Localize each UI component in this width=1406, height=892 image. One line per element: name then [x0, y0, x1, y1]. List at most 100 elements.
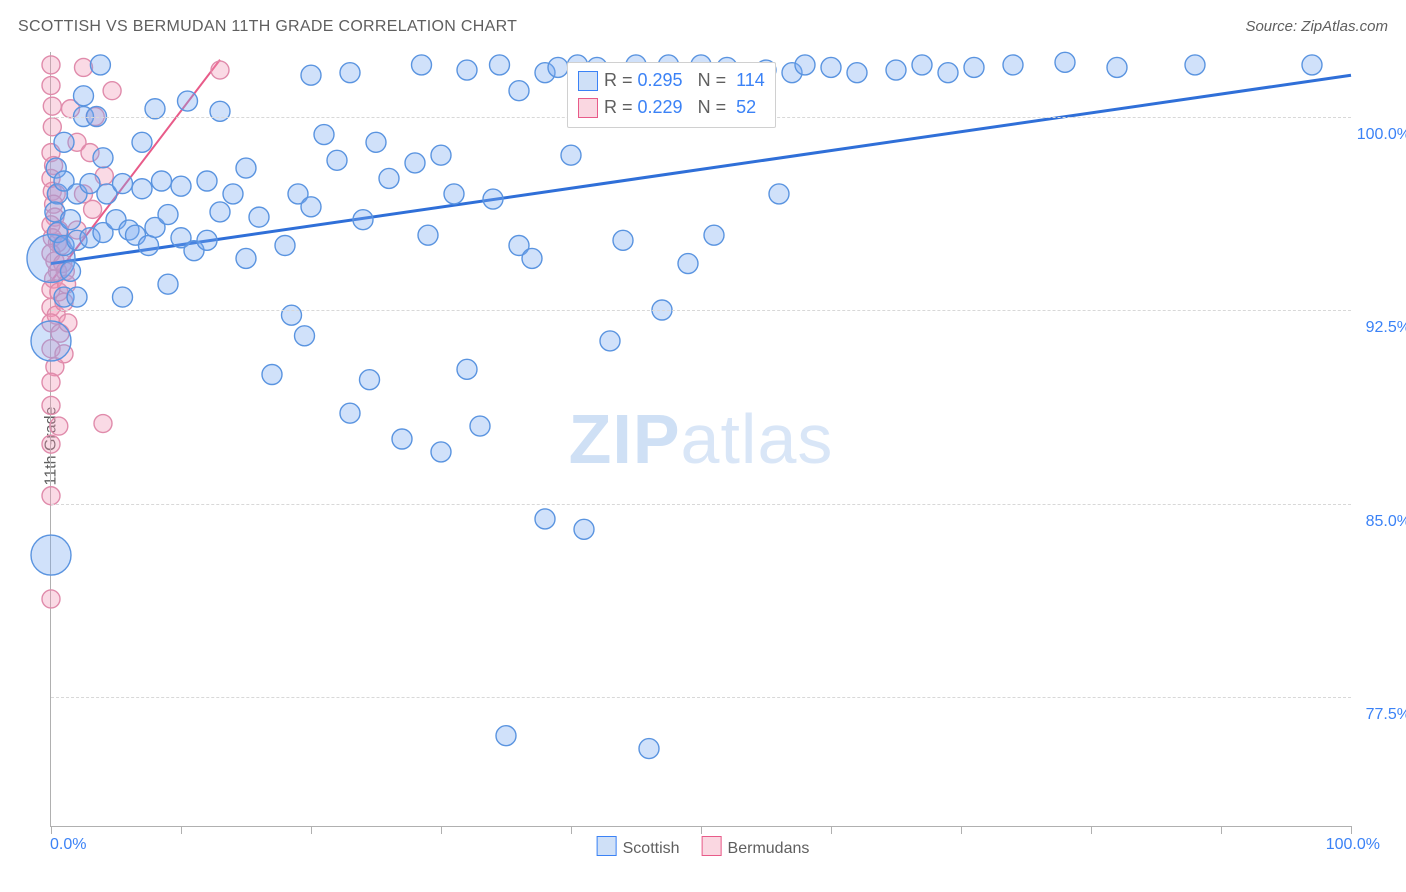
x-tick	[701, 826, 702, 834]
scottish-point	[574, 519, 594, 539]
scottish-point	[262, 365, 282, 385]
scottish-point	[132, 132, 152, 152]
scottish-point	[1185, 55, 1205, 75]
correlation-swatch	[578, 98, 598, 118]
bermudans-point	[50, 417, 68, 435]
scottish-point	[158, 274, 178, 294]
gridline	[51, 504, 1351, 505]
scottish-point	[67, 287, 87, 307]
bermudans-point	[42, 590, 60, 608]
bermudans-point	[42, 435, 60, 453]
chart-source: Source: ZipAtlas.com	[1245, 18, 1388, 35]
scottish-point	[275, 236, 295, 256]
scottish-point	[31, 321, 71, 361]
x-tick	[51, 826, 52, 834]
scottish-point	[54, 132, 74, 152]
bermudans-point	[84, 200, 102, 218]
scottish-point	[1003, 55, 1023, 75]
scottish-point	[353, 210, 373, 230]
scottish-point	[158, 205, 178, 225]
scottish-point	[178, 91, 198, 111]
scottish-point	[223, 184, 243, 204]
scottish-point	[431, 145, 451, 165]
x-tick	[571, 826, 572, 834]
scottish-point	[392, 429, 412, 449]
bermudans-point	[94, 415, 112, 433]
legend-label-scottish: Scottish	[623, 840, 680, 857]
scottish-point	[301, 65, 321, 85]
scottish-point	[470, 416, 490, 436]
scottish-point	[74, 86, 94, 106]
scottish-point	[704, 225, 724, 245]
scottish-point	[236, 158, 256, 178]
scottish-point	[197, 171, 217, 191]
correlation-row: R = 0.229 N = 52	[578, 94, 765, 121]
bermudans-point	[103, 82, 121, 100]
scottish-point	[418, 225, 438, 245]
scottish-point	[132, 179, 152, 199]
scottish-point	[412, 55, 432, 75]
bermudans-point	[211, 61, 229, 79]
legend-swatch-scottish	[597, 836, 617, 856]
legend-item-scottish: Scottish	[597, 836, 680, 858]
plot-area: ZIPatlas 77.5%85.0%92.5%100.0% R = 0.295…	[50, 52, 1351, 827]
scottish-point	[678, 254, 698, 274]
scottish-point	[197, 230, 217, 250]
y-tick-label: 100.0%	[1355, 126, 1406, 144]
scottish-point	[795, 55, 815, 75]
bermudans-point	[42, 56, 60, 74]
correlation-text: R = 0.295 N = 114	[604, 67, 765, 94]
scottish-point	[1107, 57, 1127, 77]
scottish-point	[522, 248, 542, 268]
scottish-point	[210, 202, 230, 222]
x-tick	[181, 826, 182, 834]
scottish-point	[314, 125, 334, 145]
scottish-point	[366, 132, 386, 152]
scottish-point	[821, 57, 841, 77]
scottish-point	[483, 189, 503, 209]
scottish-point	[171, 176, 191, 196]
x-axis-min-label: 0.0%	[50, 836, 86, 854]
x-tick	[961, 826, 962, 834]
scottish-point	[457, 359, 477, 379]
legend-swatch-bermudans	[702, 836, 722, 856]
x-tick	[441, 826, 442, 834]
scottish-point	[113, 287, 133, 307]
chart-title: SCOTTISH VS BERMUDAN 11TH GRADE CORRELAT…	[18, 18, 517, 36]
scottish-point	[61, 261, 81, 281]
gridline	[51, 697, 1351, 698]
x-tick	[311, 826, 312, 834]
scottish-point	[496, 726, 516, 746]
scottish-point	[236, 248, 256, 268]
scottish-point	[912, 55, 932, 75]
scottish-point	[1055, 52, 1075, 72]
correlation-row: R = 0.295 N = 114	[578, 67, 765, 94]
x-tick	[1351, 826, 1352, 834]
scottish-point	[847, 63, 867, 83]
y-tick-label: 85.0%	[1355, 513, 1406, 531]
scottish-point	[639, 739, 659, 759]
scottish-point	[561, 145, 581, 165]
scottish-point	[535, 509, 555, 529]
scottish-point	[600, 331, 620, 351]
scottish-point	[964, 57, 984, 77]
scottish-point	[340, 63, 360, 83]
scottish-point	[327, 150, 347, 170]
scottish-point	[379, 168, 399, 188]
x-tick	[831, 826, 832, 834]
legend-label-bermudans: Bermudans	[728, 840, 810, 857]
scottish-point	[61, 210, 81, 230]
correlation-box: R = 0.295 N = 114 R = 0.229 N = 52	[567, 62, 776, 128]
bermudans-point	[42, 77, 60, 95]
scottish-point	[431, 442, 451, 462]
scottish-point	[509, 81, 529, 101]
scottish-point	[152, 171, 172, 191]
scottish-point	[282, 305, 302, 325]
bermudans-point	[42, 373, 60, 391]
scottish-point	[1302, 55, 1322, 75]
scottish-point	[93, 148, 113, 168]
scottish-point	[360, 370, 380, 390]
correlation-swatch	[578, 71, 598, 91]
scottish-point	[613, 230, 633, 250]
x-axis-max-label: 100.0%	[1326, 836, 1380, 854]
